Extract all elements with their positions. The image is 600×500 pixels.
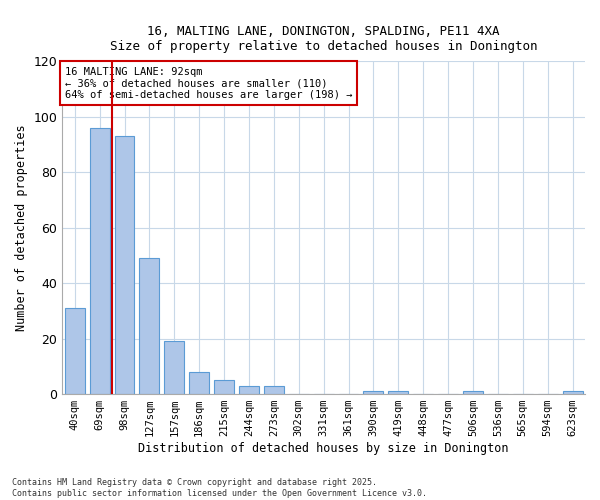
Bar [115,136,134,394]
Title: 16, MALTING LANE, DONINGTON, SPALDING, PE11 4XA
Size of property relative to det: 16, MALTING LANE, DONINGTON, SPALDING, P… [110,25,538,53]
Bar [89,128,110,394]
Text: 16 MALTING LANE: 92sqm
← 36% of detached houses are smaller (110)
64% of semi-de: 16 MALTING LANE: 92sqm ← 36% of detached… [65,66,352,100]
Bar [463,392,483,394]
Bar [264,386,284,394]
Bar [164,342,184,394]
Bar [388,392,408,394]
Bar [189,372,209,394]
Bar [214,380,234,394]
Bar [139,258,160,394]
Bar [65,308,85,394]
Bar [364,392,383,394]
Y-axis label: Number of detached properties: Number of detached properties [15,124,28,331]
Bar [563,392,583,394]
Bar [239,386,259,394]
X-axis label: Distribution of detached houses by size in Donington: Distribution of detached houses by size … [139,442,509,455]
Text: Contains HM Land Registry data © Crown copyright and database right 2025.
Contai: Contains HM Land Registry data © Crown c… [12,478,427,498]
